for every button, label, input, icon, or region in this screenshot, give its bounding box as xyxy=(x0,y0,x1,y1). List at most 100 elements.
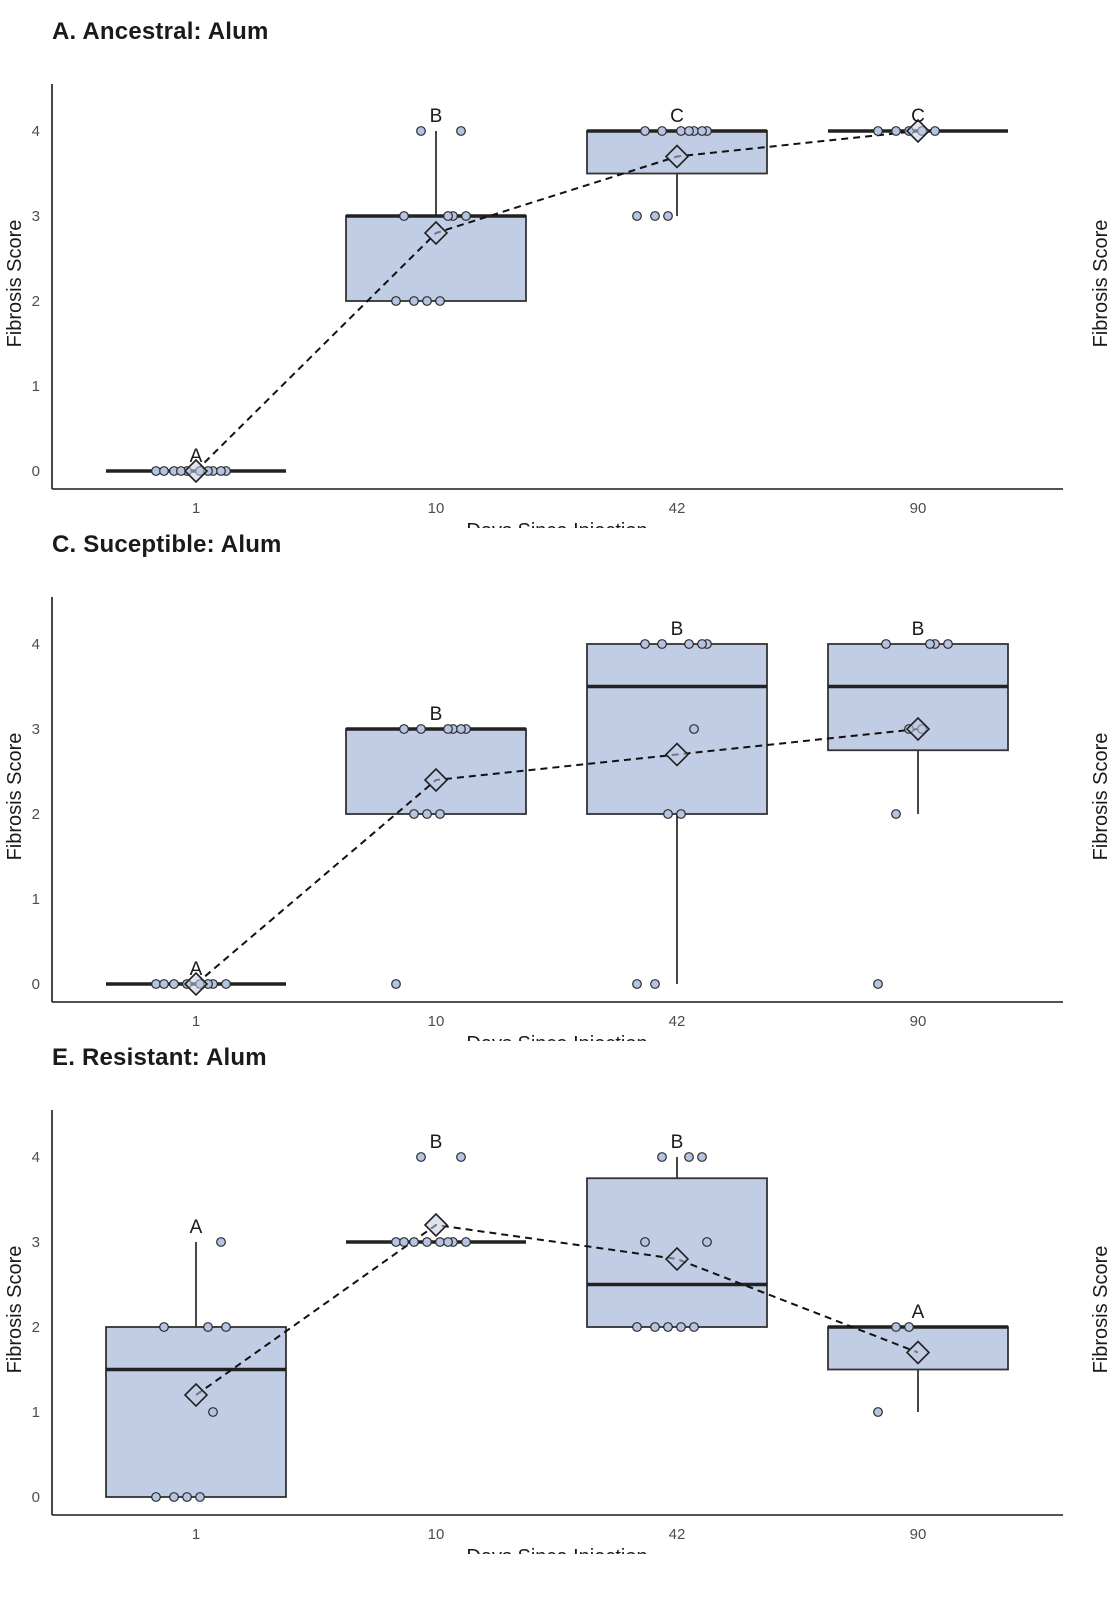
data-point xyxy=(640,1237,650,1247)
y-tick-label: 2 xyxy=(32,293,40,310)
data-point xyxy=(632,979,642,989)
mean-diamond xyxy=(905,1340,931,1365)
significance-letter: C xyxy=(670,106,684,127)
data-point xyxy=(873,1407,883,1417)
mean-diamond xyxy=(664,144,690,169)
data-point xyxy=(891,1322,901,1332)
data-point xyxy=(409,296,419,306)
data-point xyxy=(435,809,445,819)
data-point xyxy=(151,466,161,476)
mean-diamond xyxy=(183,458,209,484)
y-tick-label: 0 xyxy=(32,1489,40,1506)
mean-trend-line xyxy=(195,1223,919,1396)
data-point xyxy=(943,639,953,649)
data-point xyxy=(697,1152,707,1162)
data-point xyxy=(663,211,673,221)
y-tick-label: 1 xyxy=(32,891,40,908)
data-point xyxy=(195,1492,205,1502)
y-axis-title: Fibrosis Score xyxy=(4,733,26,861)
data-point xyxy=(663,1322,673,1332)
x-tick-label: 90 xyxy=(910,1013,927,1030)
chart-title: C. Suceptible: Alum xyxy=(52,531,282,558)
data-point xyxy=(151,1492,161,1502)
chart-title: E. Resistant: Alum xyxy=(52,1044,267,1071)
significance-letter: B xyxy=(430,106,443,127)
significance-letter: A xyxy=(190,446,203,467)
data-point xyxy=(422,809,432,819)
data-point xyxy=(435,1237,445,1247)
data-point xyxy=(632,211,642,221)
data-point xyxy=(456,126,466,136)
x-axis-title: Days Since Injection xyxy=(466,520,647,528)
data-point xyxy=(182,1492,192,1502)
data-point xyxy=(632,1322,642,1332)
mean-trend-line xyxy=(195,130,919,472)
significance-letter: A xyxy=(912,1302,925,1323)
mean-diamond xyxy=(905,118,931,144)
mean-diamond xyxy=(664,1246,690,1272)
x-tick-label: 1 xyxy=(192,1526,200,1543)
data-point xyxy=(891,809,901,819)
data-point xyxy=(657,1152,667,1162)
significance-letter: B xyxy=(671,619,684,640)
mean-diamond xyxy=(423,767,449,793)
data-point xyxy=(391,296,401,306)
data-point xyxy=(159,979,169,989)
data-point xyxy=(422,1237,432,1247)
data-point xyxy=(159,1322,169,1332)
data-point xyxy=(409,1237,419,1247)
x-tick-label: 10 xyxy=(428,1526,445,1543)
data-point xyxy=(151,979,161,989)
mean-diamond xyxy=(423,220,449,246)
data-point xyxy=(456,724,466,734)
y-tick-label: 1 xyxy=(32,1404,40,1421)
data-point xyxy=(676,126,686,136)
data-point xyxy=(461,211,471,221)
data-point xyxy=(203,1322,213,1332)
x-tick-label: 1 xyxy=(192,1013,200,1030)
data-point xyxy=(159,466,169,476)
data-point xyxy=(435,296,445,306)
significance-letter: B xyxy=(671,1132,684,1153)
data-point xyxy=(657,126,667,136)
box-iqr xyxy=(105,1326,287,1498)
data-point xyxy=(221,1322,231,1332)
chart-svg: 0 1 2 3 4 1 10 42 90 Days Since Injection Fibrosis… xyxy=(4,84,1112,528)
y-tick-label: 0 xyxy=(32,976,40,993)
mean-diamond xyxy=(423,1212,449,1238)
y-tick-label: 3 xyxy=(32,208,40,225)
data-point xyxy=(391,979,401,989)
y-tick-label: 3 xyxy=(32,1234,40,1251)
data-point xyxy=(443,211,453,221)
x-axis-title: Days Since Injection xyxy=(466,1546,647,1554)
data-point xyxy=(873,126,883,136)
data-point xyxy=(640,126,650,136)
y-tick-label: 0 xyxy=(32,463,40,480)
significance-letter: B xyxy=(430,704,443,725)
data-point xyxy=(650,1322,660,1332)
data-point xyxy=(221,979,231,989)
x-tick-label: 90 xyxy=(910,1526,927,1543)
data-point xyxy=(416,724,426,734)
data-point xyxy=(399,1237,409,1247)
neighbor-y-axis-title: Fibrosis Score xyxy=(1090,220,1112,348)
x-axis-title: Days Since Injection xyxy=(466,1033,647,1041)
data-point xyxy=(416,126,426,136)
data-point xyxy=(443,1237,453,1247)
data-point xyxy=(702,1237,712,1247)
y-tick-label: 1 xyxy=(32,378,40,395)
significance-letter: A xyxy=(190,959,203,980)
significance-letter: B xyxy=(912,619,925,640)
significance-letter: B xyxy=(430,1132,443,1153)
significance-letter: C xyxy=(911,106,925,127)
chart-panel-a: A. Ancestral: Alum 0 1 2 3 4 1 10 42 90 Days Sinc… xyxy=(0,18,1117,528)
data-point xyxy=(676,809,686,819)
y-axis-title: Fibrosis Score xyxy=(4,1246,26,1374)
data-point xyxy=(881,639,891,649)
y-tick-label: 4 xyxy=(32,1149,40,1166)
data-point xyxy=(216,1237,226,1247)
chart-svg: 0 1 2 3 4 1 10 42 90 Days Since Injection Fibrosis… xyxy=(4,597,1112,1041)
mean-diamond xyxy=(905,716,931,742)
data-point xyxy=(904,1322,914,1332)
chart-panel-c: C. Suceptible: Alum 0 1 2 3 4 1 10 42 90 Days Sin… xyxy=(0,531,1117,1041)
